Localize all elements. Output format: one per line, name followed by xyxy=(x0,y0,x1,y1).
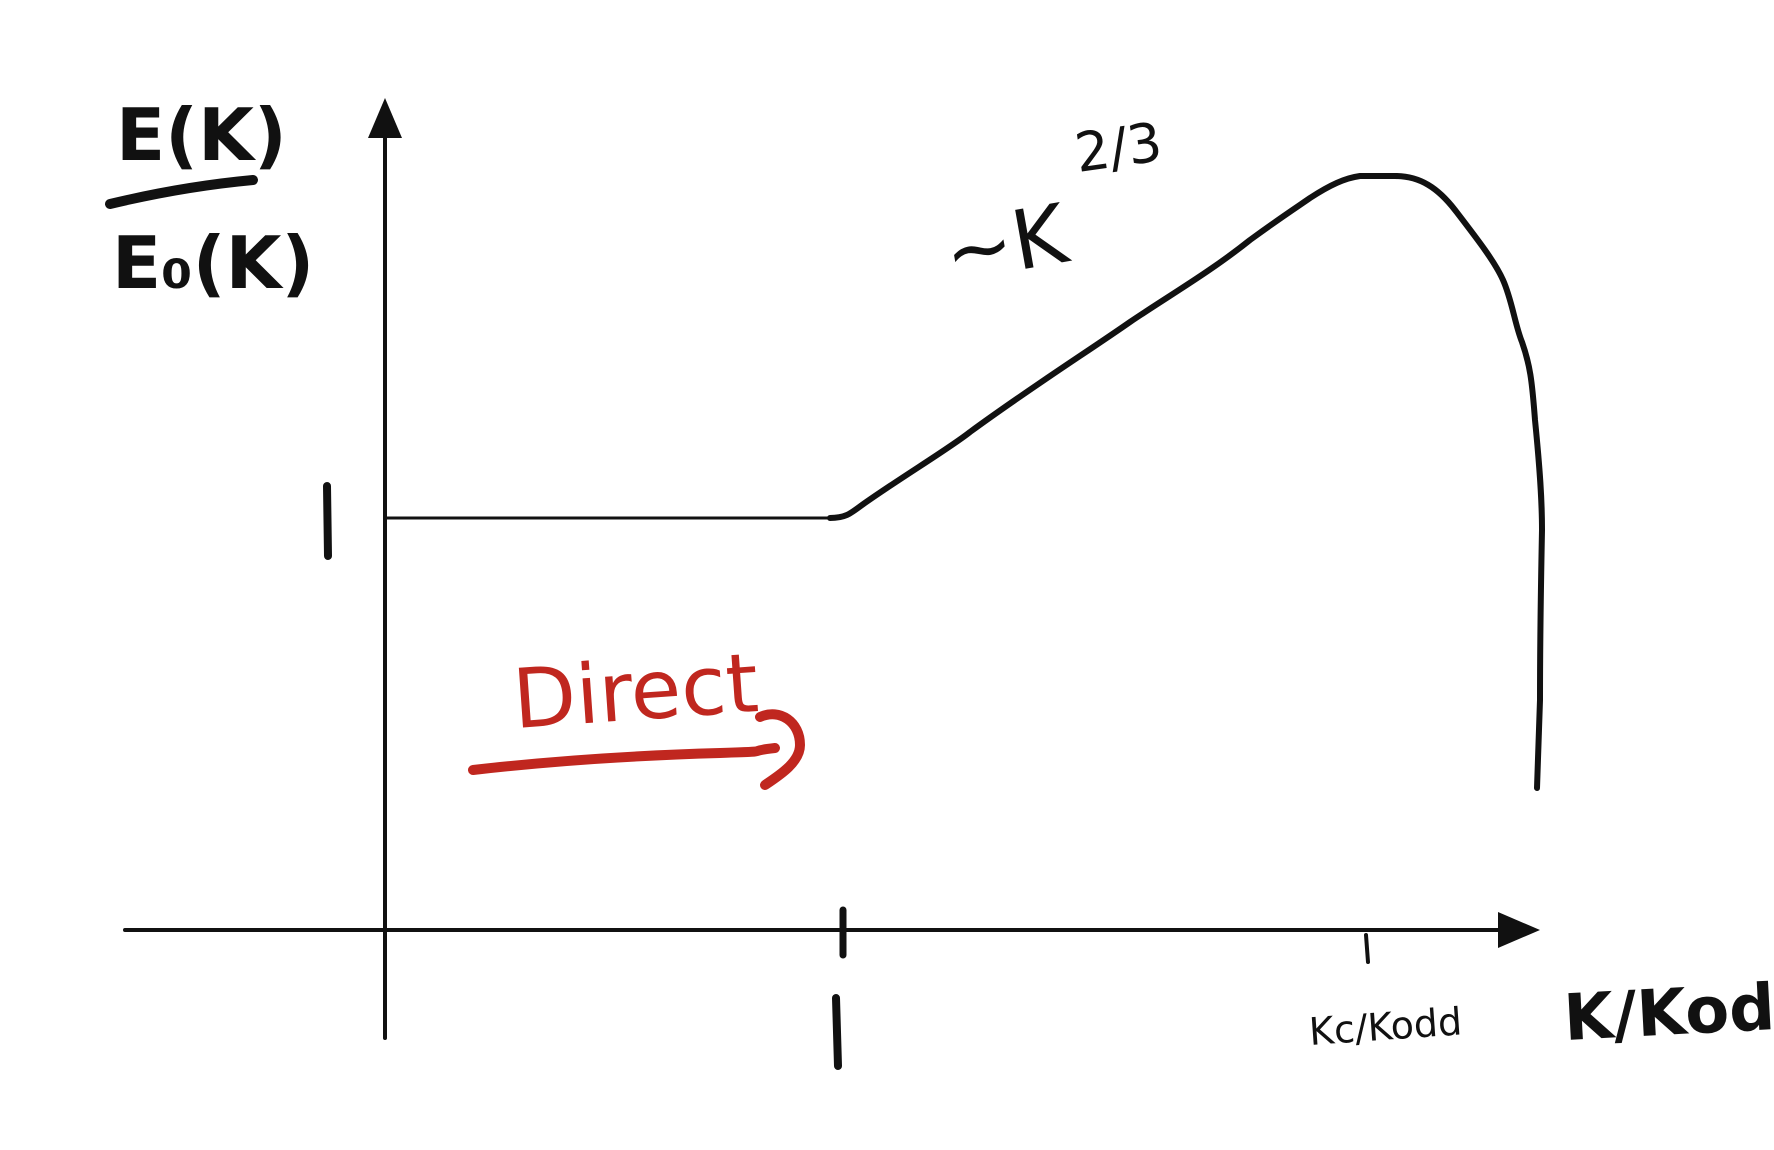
axes xyxy=(123,98,1540,1040)
x-tick-label: 1 xyxy=(830,1065,831,1067)
y-tick-mark xyxy=(323,482,332,560)
slope-annotation: ~K 2/3 xyxy=(937,110,1166,301)
y-axis-arrowhead xyxy=(368,98,402,138)
direction-arrow-shaft xyxy=(468,743,780,775)
x-axis-label: K/Kodd xyxy=(1562,969,1774,1056)
x-tick-mark-1-label-stroke xyxy=(832,994,842,1070)
y-label-fraction-bar xyxy=(105,175,258,209)
y-label-denominator: E₀(K) xyxy=(112,221,314,305)
energy-ratio-curve xyxy=(383,173,1545,791)
slope-label-prefix: ~K xyxy=(937,186,1076,301)
y-label-numerator: E(K) xyxy=(116,93,287,177)
y-axis-label: E(K) E₀(K) xyxy=(105,93,314,305)
rising-and-falling-segment xyxy=(827,173,1545,791)
kc-label: Kc/Kodd xyxy=(1308,999,1464,1054)
x-axis-arrowhead xyxy=(1498,912,1540,948)
direction-annotation: Direct xyxy=(468,636,805,790)
y-tick-label: 1 xyxy=(318,559,319,561)
ticks xyxy=(323,482,1370,1070)
direction-label: Direct xyxy=(510,636,762,748)
direction-arrow-head xyxy=(755,709,805,790)
x-tick-mark-kc xyxy=(1364,933,1370,964)
slope-label-exponent: 2/3 xyxy=(1071,110,1166,184)
